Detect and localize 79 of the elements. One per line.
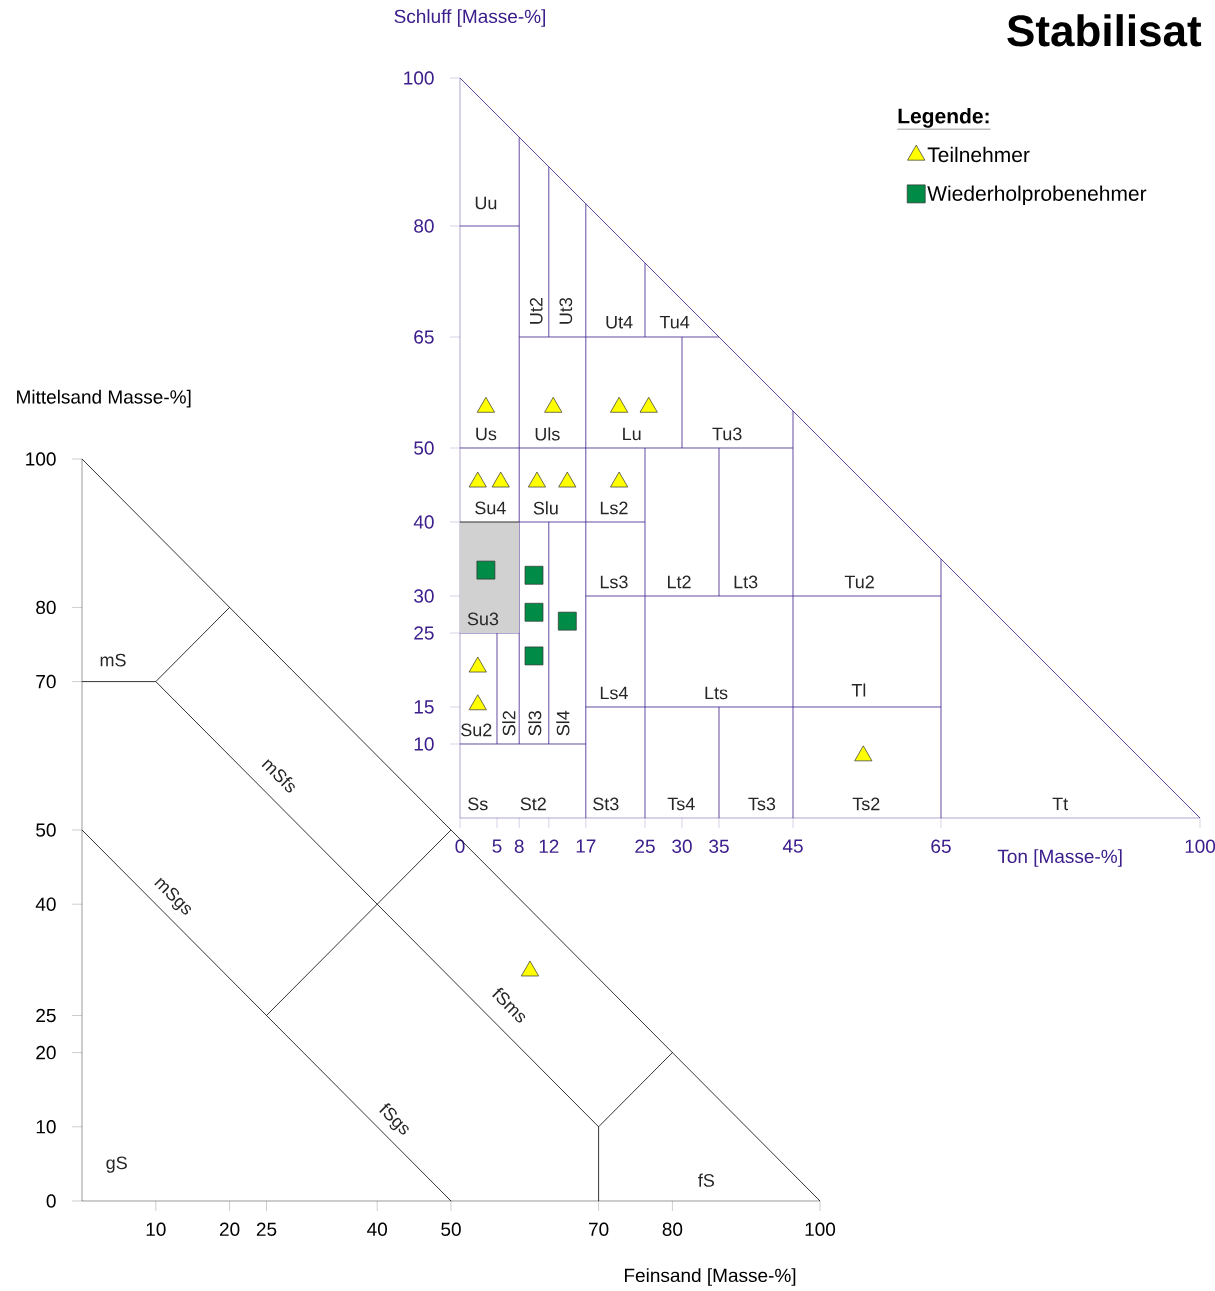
x-tick-label: 70: [589, 1222, 609, 1236]
x-tick-label: 10: [146, 1222, 166, 1236]
annotation: Tl: [851, 683, 866, 697]
x-tick-label: 50: [441, 1222, 461, 1236]
annotation: mS: [100, 653, 126, 667]
annotation: Tu2: [844, 575, 874, 589]
y-tick-label: 100: [26, 452, 56, 466]
annotation: Tt: [1052, 797, 1069, 811]
annotation: Ts4: [667, 797, 695, 811]
annotation: Tu3: [712, 427, 742, 441]
y-tick-label: 40: [35, 897, 56, 911]
x-axis-title: Ton [Masse-%]: [997, 849, 1122, 867]
y-tick-label: 30: [414, 589, 434, 603]
annotation: St3: [593, 797, 619, 811]
legend-label: Teilnehmer: [927, 146, 1030, 163]
annotation: Slu: [533, 501, 558, 515]
annotation: Ls2: [600, 501, 628, 515]
y-tick-label: 0: [46, 1194, 56, 1208]
y-axis-title: Mittelsand Masse-%]: [17, 389, 191, 408]
x-tick-label: 25: [256, 1222, 277, 1236]
annotation: Uls: [535, 427, 560, 441]
y-tick-label: 25: [414, 626, 434, 640]
y-tick-label: 50: [36, 823, 56, 837]
x-tick-label: 5: [492, 839, 502, 853]
y-tick-label: 80: [414, 219, 434, 233]
x-tick-label: 100: [805, 1222, 836, 1236]
annotation: fS: [698, 1173, 715, 1187]
x-tick-label: 25: [635, 839, 655, 853]
y-tick-label: 80: [36, 600, 56, 615]
y-axis-title: Schluff [Masse-%]: [394, 9, 545, 27]
annotation: Ls3: [600, 575, 628, 589]
annotation: Ut3: [559, 297, 573, 324]
y-tick-label: 65: [414, 330, 434, 344]
x-tick-label: 8: [514, 839, 524, 853]
annotation: Uu: [475, 196, 497, 210]
annotation: Lts: [705, 686, 728, 700]
annotation: Sl4: [556, 710, 570, 736]
x-tick-label: 12: [539, 839, 559, 853]
x-tick-label: 17: [576, 839, 596, 853]
x-tick-label: 80: [662, 1222, 683, 1236]
annotation: Tu4: [659, 315, 690, 329]
legend-label: Wiederholprobenehmer: [927, 185, 1147, 206]
x-axis-title: Feinsand [Masse-%]: [625, 1268, 796, 1286]
annotation: Lt2: [668, 575, 691, 589]
annotation: Lu: [623, 427, 641, 441]
chart-title: Stabilisat: [1007, 14, 1202, 47]
y-tick-label: 20: [36, 1045, 56, 1060]
annotation: Ss: [468, 797, 488, 811]
y-tick-label: 100: [404, 71, 434, 85]
x-tick-label: 40: [367, 1222, 388, 1236]
x-tick-label: 35: [709, 839, 729, 853]
annotation: Ts3: [748, 797, 776, 811]
x-tick-label: 20: [219, 1222, 240, 1236]
y-tick-label: 25: [36, 1008, 56, 1023]
y-tick-label: 10: [36, 1120, 56, 1134]
y-tick-label: 10: [414, 737, 434, 751]
y-tick-label: 15: [414, 700, 434, 714]
y-tick-label: 50: [414, 441, 434, 455]
annotation: gS: [106, 1156, 127, 1173]
annotation: Su4: [475, 501, 506, 515]
annotation: Ut2: [529, 297, 543, 324]
x-tick-label: 45: [782, 839, 803, 853]
x-tick-label: 100: [1185, 839, 1215, 853]
annotation: Su3: [467, 612, 499, 626]
annotation: Ls4: [600, 686, 628, 700]
annotation: St2: [520, 797, 546, 811]
x-tick-label: 30: [672, 839, 692, 853]
annotation: Ts2: [852, 797, 880, 811]
legend-title: Legende:: [898, 108, 989, 128]
annotation: Us: [476, 427, 497, 441]
y-tick-label: 70: [36, 674, 56, 689]
annotation: Sl3: [528, 711, 542, 736]
y-tick-label: 40: [413, 515, 434, 529]
x-tick-label: 65: [931, 839, 951, 853]
annotation: Ut4: [606, 315, 633, 329]
annotation: Su2: [461, 723, 492, 737]
x-tick-label: 0: [455, 839, 465, 853]
annotation: Lt3: [734, 575, 758, 589]
annotation: Sl2: [502, 711, 516, 736]
